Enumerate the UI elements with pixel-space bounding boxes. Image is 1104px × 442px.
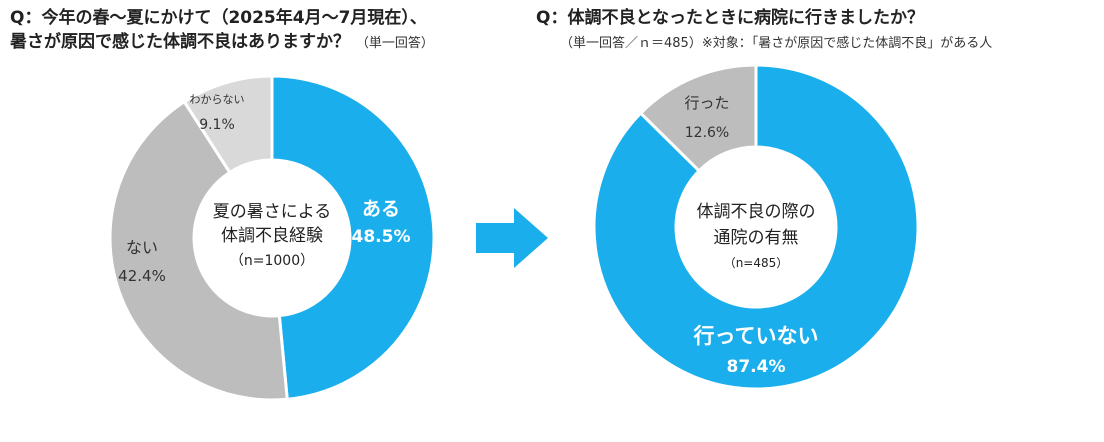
question1-title-line1: Q：今年の春～夏にかけて（2025年4月～7月現在）、: [10, 8, 427, 28]
chart2-slice-1: [638, 63, 758, 173]
question1-title: Q：今年の春～夏にかけて（2025年4月～7月現在）、 暑さが原因で感じた体調不…: [10, 6, 434, 56]
chart2-center-label-1: 通院の有無: [714, 228, 799, 248]
chart1-slice-0: [270, 74, 436, 401]
question1-title-line2: 暑さが原因で感じた体調不良はありますか？ （単一回答）: [10, 30, 434, 56]
question1-title-line2-text: 暑さが原因で感じた体調不良はありますか？: [10, 32, 350, 52]
chart2-center-label-2: （n=485）: [724, 256, 789, 270]
chart1-slice-2: [182, 74, 274, 175]
chart1-slice-1-label: ない: [126, 238, 158, 257]
chart2-slice-0-value: 87.4%: [727, 357, 786, 377]
chart1-slice-0-value: 48.5%: [352, 227, 411, 247]
chart2-center-label-0: 体調不良の際の: [697, 202, 816, 222]
chart1-slice-2-label: わからない: [190, 93, 245, 106]
chart2-slice-0: [592, 63, 920, 391]
right-arrow-icon: [476, 208, 548, 268]
chart1-slice-2-value: 9.1%: [199, 117, 235, 133]
chart1-center-label-0: 夏の暑さによる: [213, 202, 332, 222]
chart2-slice-0-label: 行っていない: [693, 324, 819, 348]
chart1-slice-1-value: 42.4%: [118, 267, 166, 285]
chart2-slice-1-value: 12.6%: [685, 125, 729, 141]
chart1-slice-1: [108, 99, 289, 402]
question1-note: （単一回答）: [355, 36, 434, 51]
chart1-slice-0-label: ある: [362, 198, 400, 220]
chart1-center-label-2: （n=1000）: [230, 253, 314, 269]
chart1-center-label-1: 体調不良経験: [221, 226, 323, 246]
chart2-slice-1-label: 行った: [684, 94, 729, 112]
question2-title: Q：体調不良となったときに病院に行きましたか？: [536, 8, 924, 28]
question2-note: （単一回答／ｎ＝485）※対象：「暑さが原因で感じた体調不良」がある人: [560, 36, 993, 51]
